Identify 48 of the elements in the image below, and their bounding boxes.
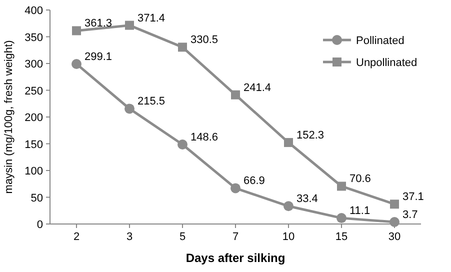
point: [390, 217, 400, 228]
point: [284, 201, 294, 212]
x-tick-label: 30: [388, 231, 401, 243]
y-tick-label: 50: [30, 192, 43, 204]
data-label: 70.6: [350, 173, 371, 186]
data-label: 361.3: [84, 18, 112, 30]
data-label: 11.1: [350, 205, 370, 218]
point: [284, 138, 293, 148]
y-tick-label: 200: [24, 112, 43, 124]
point: [336, 213, 346, 224]
point: [230, 183, 240, 194]
data-label: 33.4: [296, 193, 318, 206]
point: [125, 20, 134, 30]
legend-label: Pollinated: [356, 35, 404, 47]
data-label: 330.5: [190, 34, 218, 46]
data-label: 3.7: [402, 209, 418, 222]
point: [178, 140, 188, 150]
x-tick-label: 5: [179, 231, 186, 243]
point: [72, 58, 82, 69]
x-axis-title: Days after silking: [186, 251, 286, 265]
point: [390, 200, 399, 209]
y-axis-title: maysin (mg/100g, fresh weight): [3, 40, 15, 194]
x-tick-label: 10: [282, 231, 295, 243]
point: [124, 104, 134, 114]
y-tick-label: 300: [24, 58, 43, 70]
y-tick-label: 350: [24, 32, 43, 44]
y-tick-label: 150: [24, 138, 43, 151]
data-label: 299.1: [84, 50, 112, 63]
point: [231, 90, 240, 100]
y-tick-label: 250: [24, 85, 43, 98]
point: [178, 42, 187, 52]
x-tick-label: 15: [335, 231, 348, 243]
legend-label: Unpollinated: [356, 57, 418, 69]
point: [337, 182, 346, 191]
data-label: 37.1: [402, 191, 424, 204]
x-tick-label: 2: [73, 231, 80, 243]
data-label: 152.3: [296, 130, 324, 142]
data-label: 371.4: [138, 12, 166, 24]
x-tick-label: 3: [126, 231, 133, 243]
data-label: 241.4: [244, 82, 272, 94]
y-tick-label: 0: [36, 219, 43, 231]
data-label: 148.6: [190, 132, 218, 144]
point: [72, 26, 81, 36]
y-tick-label: 400: [24, 5, 43, 17]
data-label: 215.5: [138, 96, 166, 108]
x-tick-label: 7: [232, 231, 239, 243]
data-label: 66.9: [244, 175, 265, 188]
y-tick-label: 100: [24, 166, 43, 178]
